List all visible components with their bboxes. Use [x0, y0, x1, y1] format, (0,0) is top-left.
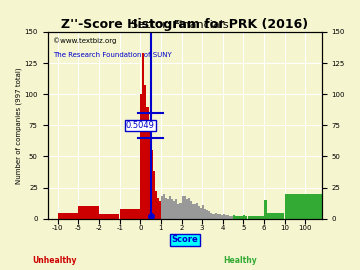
Text: Healthy: Healthy — [223, 256, 257, 265]
Bar — [246, 216, 247, 219]
Bar — [120, 209, 140, 219]
Bar — [171, 199, 173, 219]
Bar — [181, 196, 184, 219]
Bar — [285, 194, 305, 219]
Bar — [165, 198, 167, 219]
Bar — [229, 216, 231, 219]
Bar — [252, 216, 254, 219]
Bar — [223, 214, 225, 219]
Bar — [58, 212, 78, 219]
Bar — [215, 212, 217, 219]
Bar — [198, 206, 200, 219]
Bar — [243, 215, 246, 219]
Bar — [99, 214, 119, 219]
Bar — [188, 198, 190, 219]
Text: Unhealthy: Unhealthy — [32, 256, 77, 265]
Bar — [221, 215, 223, 219]
Bar — [204, 209, 206, 219]
Bar — [177, 204, 179, 219]
Bar — [248, 216, 249, 219]
Bar — [208, 211, 210, 219]
Bar — [196, 202, 198, 219]
Bar — [194, 204, 196, 219]
Title: Z''-Score Histogram for PRK (2016): Z''-Score Histogram for PRK (2016) — [61, 18, 308, 31]
Text: Sector: Financials: Sector: Financials — [131, 20, 229, 30]
Bar — [153, 171, 155, 219]
Bar — [305, 194, 325, 219]
Bar — [227, 215, 229, 219]
Bar — [190, 201, 192, 219]
Bar — [225, 215, 227, 219]
Bar — [237, 216, 239, 219]
Bar — [267, 212, 284, 219]
Bar — [144, 85, 147, 219]
Y-axis label: Number of companies (997 total): Number of companies (997 total) — [15, 67, 22, 184]
Bar — [219, 214, 221, 219]
Bar — [173, 201, 175, 219]
Bar — [206, 210, 208, 219]
Text: ©www.textbiz.org: ©www.textbiz.org — [53, 38, 116, 44]
Bar — [200, 208, 202, 219]
Bar — [235, 216, 237, 219]
Bar — [233, 215, 235, 219]
Bar — [150, 150, 153, 219]
Bar — [184, 196, 186, 219]
Bar — [167, 199, 169, 219]
Bar — [169, 196, 171, 219]
Bar — [149, 125, 150, 219]
Bar — [262, 216, 264, 219]
Bar — [192, 204, 194, 219]
Bar — [260, 216, 262, 219]
Bar — [175, 199, 177, 219]
Bar — [217, 214, 219, 219]
Bar — [210, 212, 212, 219]
Bar — [186, 199, 188, 219]
Bar — [147, 107, 149, 219]
Bar — [212, 214, 215, 219]
Bar — [163, 194, 165, 219]
Bar — [249, 216, 252, 219]
Bar — [264, 200, 266, 219]
Bar — [78, 206, 99, 219]
Bar — [180, 202, 181, 219]
Text: The Research Foundation of SUNY: The Research Foundation of SUNY — [53, 52, 172, 58]
Bar — [256, 216, 258, 219]
Bar — [155, 191, 157, 219]
Bar — [254, 216, 256, 219]
Bar — [161, 196, 163, 219]
Text: 0.5049: 0.5049 — [126, 121, 155, 130]
Bar — [202, 205, 204, 219]
Bar — [140, 94, 142, 219]
X-axis label: Score: Score — [171, 235, 198, 244]
Bar — [142, 53, 144, 219]
Bar — [241, 216, 243, 219]
Bar — [157, 198, 159, 219]
Bar — [231, 216, 233, 219]
Bar — [239, 216, 241, 219]
Bar — [159, 201, 161, 219]
Bar — [258, 216, 260, 219]
